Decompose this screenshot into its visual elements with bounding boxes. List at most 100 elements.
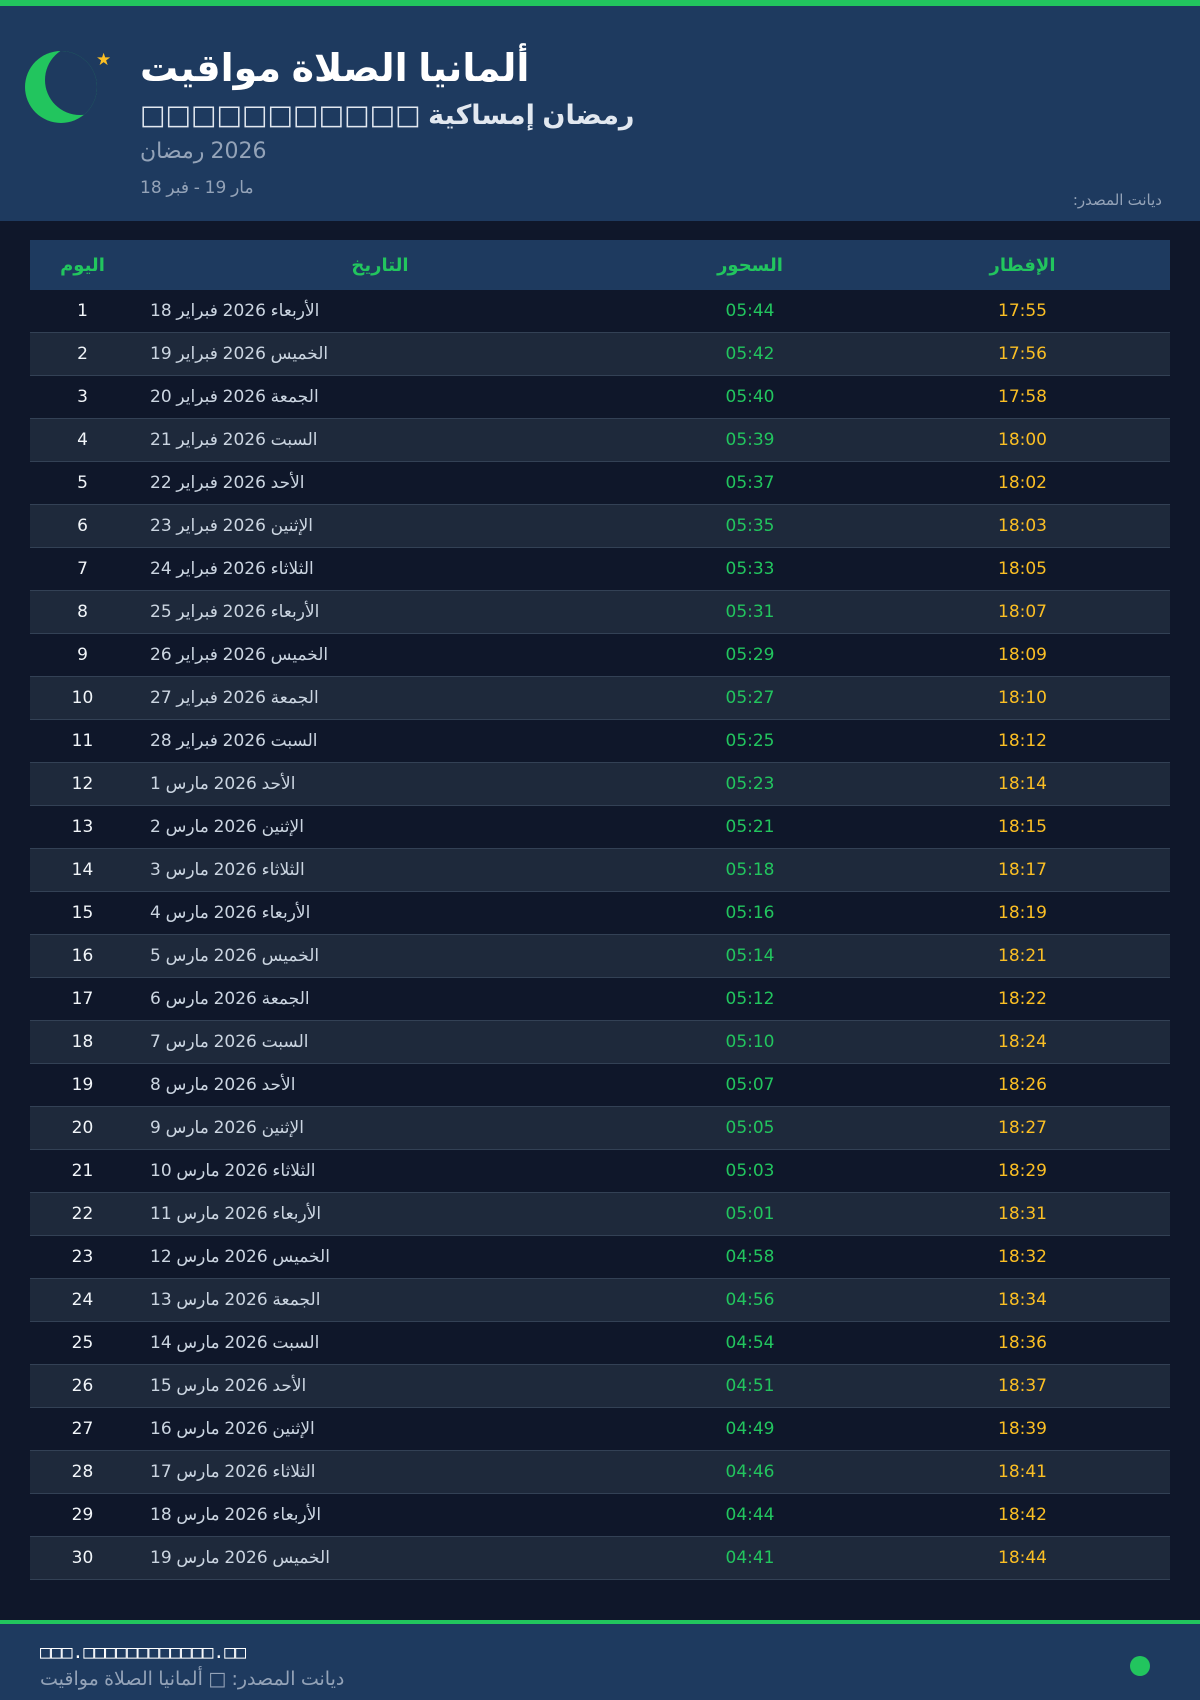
suhoor-time: 05:05 xyxy=(725,1118,775,1138)
page-subtitle: □□□□□□□□□□□ إمساكية رمضان xyxy=(140,100,635,131)
day-cell: 27 xyxy=(71,1419,94,1439)
iftar-time: 18:09 xyxy=(998,645,1047,665)
date-cell: 28 فبراير 2026 السبت xyxy=(150,731,318,751)
day-cell: 10 xyxy=(71,688,94,708)
column-header-day: اليوم xyxy=(60,254,105,276)
suhoor-time: 04:44 xyxy=(725,1505,775,1525)
day-cell: 12 xyxy=(71,774,94,794)
iftar-time: 17:55 xyxy=(998,301,1047,321)
date-cell: 8 مارس 2026 الأحد xyxy=(150,1075,296,1095)
day-cell: 20 xyxy=(71,1118,94,1138)
suhoor-time: 05:07 xyxy=(725,1075,775,1095)
suhoor-time: 05:16 xyxy=(725,903,775,923)
iftar-time: 18:37 xyxy=(998,1376,1047,1396)
table-row: 21 10 مارس 2026 الثلاثاء 05:03 18:29 xyxy=(30,1150,1170,1193)
iftar-time: 18:24 xyxy=(998,1032,1047,1052)
column-header-date: التاريخ xyxy=(351,254,409,276)
day-cell: 2 xyxy=(77,344,88,364)
iftar-time: 18:21 xyxy=(998,946,1047,966)
date-cell: 9 مارس 2026 الإثنين xyxy=(150,1118,304,1138)
table-header: اليوم التاريخ السحور الإفطار xyxy=(30,240,1170,290)
crescent-moon-icon xyxy=(25,51,97,123)
iftar-time: 18:34 xyxy=(998,1290,1047,1310)
date-cell: 15 مارس 2026 الأحد xyxy=(150,1376,307,1396)
iftar-time: 18:32 xyxy=(998,1247,1047,1267)
date-cell: 7 مارس 2026 السبت xyxy=(150,1032,309,1052)
table-row: 19 8 مارس 2026 الأحد 05:07 18:26 xyxy=(30,1064,1170,1107)
header: ★ مواقيت الصلاة ألمانيا □□□□□□□□□□□ إمساكية… xyxy=(0,6,1200,221)
suhoor-time: 04:56 xyxy=(725,1290,775,1310)
day-cell: 22 xyxy=(71,1204,94,1224)
footer-website: □□□.□□□□□□□□□□□□.□□ xyxy=(40,1642,246,1663)
table-row: 11 28 فبراير 2026 السبت 05:25 18:12 xyxy=(30,720,1170,763)
date-cell: 21 فبراير 2026 السبت xyxy=(150,430,318,450)
suhoor-time: 05:21 xyxy=(725,817,775,837)
suhoor-time: 05:40 xyxy=(725,387,775,407)
day-cell: 28 xyxy=(71,1462,94,1482)
day-cell: 1 xyxy=(77,301,88,321)
date-cell: 5 مارس 2026 الخميس xyxy=(150,946,320,966)
iftar-time: 18:19 xyxy=(998,903,1047,923)
suhoor-time: 05:33 xyxy=(725,559,775,579)
table-row: 20 9 مارس 2026 الإثنين 05:05 18:27 xyxy=(30,1107,1170,1150)
iftar-time: 18:14 xyxy=(998,774,1047,794)
date-cell: 17 مارس 2026 الثلاثاء xyxy=(150,1462,316,1482)
date-cell: 22 فبراير 2026 الأحد xyxy=(150,473,305,493)
day-cell: 19 xyxy=(71,1075,94,1095)
table-row: 3 20 فبراير 2026 الجمعة 05:40 17:58 xyxy=(30,376,1170,419)
suhoor-time: 05:12 xyxy=(725,989,775,1009)
table-row: 26 15 مارس 2026 الأحد 04:51 18:37 xyxy=(30,1365,1170,1408)
table-row: 1 18 فبراير 2026 الأربعاء 05:44 17:55 xyxy=(30,290,1170,333)
iftar-time: 18:00 xyxy=(998,430,1047,450)
suhoor-time: 05:39 xyxy=(725,430,775,450)
ramadan-year: رمضان 2026 xyxy=(140,139,267,164)
table-row: 18 7 مارس 2026 السبت 05:10 18:24 xyxy=(30,1021,1170,1064)
date-cell: 26 فبراير 2026 الخميس xyxy=(150,645,329,665)
date-cell: 3 مارس 2026 الثلاثاء xyxy=(150,860,305,880)
day-cell: 25 xyxy=(71,1333,94,1353)
iftar-time: 18:07 xyxy=(998,602,1047,622)
source-label: المصدر: ديانت xyxy=(1072,191,1162,209)
iftar-time: 18:02 xyxy=(998,473,1047,493)
date-cell: 2 مارس 2026 الإثنين xyxy=(150,817,304,837)
table-row: 16 5 مارس 2026 الخميس 05:14 18:21 xyxy=(30,935,1170,978)
suhoor-time: 05:23 xyxy=(725,774,775,794)
date-cell: 19 فبراير 2026 الخميس xyxy=(150,344,329,364)
table-row: 2 19 فبراير 2026 الخميس 05:42 17:56 xyxy=(30,333,1170,376)
day-cell: 21 xyxy=(71,1161,94,1181)
iftar-time: 18:41 xyxy=(998,1462,1047,1482)
iftar-time: 18:27 xyxy=(998,1118,1047,1138)
day-cell: 26 xyxy=(71,1376,94,1396)
day-cell: 8 xyxy=(77,602,88,622)
day-cell: 9 xyxy=(77,645,88,665)
table-row: 24 13 مارس 2026 الجمعة 04:56 18:34 xyxy=(30,1279,1170,1322)
suhoor-time: 05:27 xyxy=(725,688,775,708)
suhoor-time: 04:41 xyxy=(725,1548,775,1568)
suhoor-time: 05:10 xyxy=(725,1032,775,1052)
day-cell: 11 xyxy=(71,731,94,751)
table-row: 22 11 مارس 2026 الأربعاء 05:01 18:31 xyxy=(30,1193,1170,1236)
iftar-time: 18:29 xyxy=(998,1161,1047,1181)
day-cell: 17 xyxy=(71,989,94,1009)
iftar-time: 18:05 xyxy=(998,559,1047,579)
suhoor-time: 04:51 xyxy=(725,1376,775,1396)
day-cell: 15 xyxy=(71,903,94,923)
suhoor-time: 05:03 xyxy=(725,1161,775,1181)
table-row: 12 1 مارس 2026 الأحد 05:23 18:14 xyxy=(30,763,1170,806)
table-row: 8 25 فبراير 2026 الأربعاء 05:31 18:07 xyxy=(30,591,1170,634)
table-row: 7 24 فبراير 2026 الثلاثاء 05:33 18:05 xyxy=(30,548,1170,591)
top-accent-bar xyxy=(0,0,1200,6)
suhoor-time: 05:44 xyxy=(725,301,775,321)
date-cell: 16 مارس 2026 الإثنين xyxy=(150,1419,315,1439)
table-row: 15 4 مارس 2026 الأربعاء 05:16 18:19 xyxy=(30,892,1170,935)
date-cell: 19 مارس 2026 الخميس xyxy=(150,1548,330,1568)
table-row: 5 22 فبراير 2026 الأحد 05:37 18:02 xyxy=(30,462,1170,505)
date-cell: 10 مارس 2026 الثلاثاء xyxy=(150,1161,316,1181)
table-body: 1 18 فبراير 2026 الأربعاء 05:44 17:55 2 19 فبراير… xyxy=(30,290,1170,1580)
footer: □□□.□□□□□□□□□□□□.□□ مواقيت الصلاة ألمانيا □… xyxy=(0,1624,1200,1700)
iftar-time: 18:10 xyxy=(998,688,1047,708)
day-cell: 6 xyxy=(77,516,88,536)
suhoor-time: 05:31 xyxy=(725,602,775,622)
date-cell: 14 مارس 2026 السبت xyxy=(150,1333,320,1353)
date-cell: 4 مارس 2026 الأربعاء xyxy=(150,903,311,923)
